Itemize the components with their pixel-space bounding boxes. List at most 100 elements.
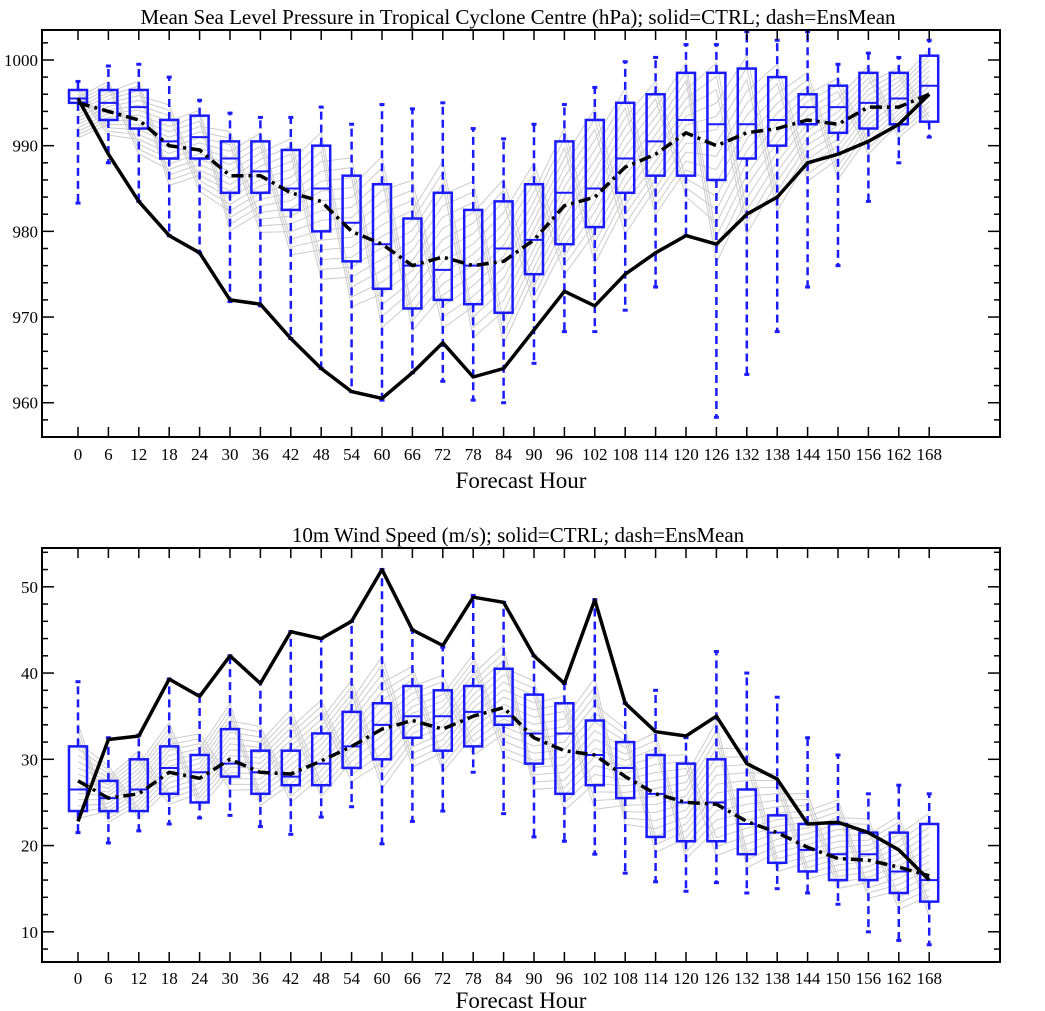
- box-iqr: [402, 684, 423, 739]
- box-iqr: [280, 749, 302, 787]
- x-tick-label: 84: [495, 969, 513, 988]
- x-tick-label: 66: [404, 445, 421, 464]
- x-tick-label: 84: [495, 445, 513, 464]
- x-tick-label: 162: [886, 969, 912, 988]
- x-tick-label: 108: [612, 445, 638, 464]
- x-tick-label: 48: [313, 445, 330, 464]
- box-iqr: [706, 758, 727, 843]
- y-tick-label: 50: [21, 578, 38, 597]
- x-tick-label: 150: [825, 445, 851, 464]
- chart-title: 10m Wind Speed (m/s); solid=CTRL; dash=E…: [292, 523, 745, 547]
- x-tick-label: 114: [643, 969, 668, 988]
- x-tick-label: 120: [673, 969, 699, 988]
- box-iqr: [189, 753, 210, 804]
- x-tick-label: 6: [104, 445, 113, 464]
- pressure-panel: Mean Sea Level Pressure in Tropical Cycl…: [4, 5, 1001, 493]
- x-tick-label: 12: [130, 445, 147, 464]
- x-tick-label: 96: [556, 969, 573, 988]
- x-tick-label: 0: [74, 445, 83, 464]
- box-iqr: [766, 814, 788, 865]
- plot-frame: [41, 547, 1001, 963]
- x-tick-label: 168: [916, 445, 942, 464]
- ctrl-line: [76, 567, 931, 882]
- x-tick-label: 108: [612, 969, 638, 988]
- y-tick-label: 1000: [4, 51, 38, 70]
- box-iqr: [128, 88, 150, 130]
- box-iqr: [371, 182, 393, 291]
- box-iqr: [766, 75, 788, 147]
- box-iqr: [584, 118, 606, 229]
- x-tick-label: 42: [282, 445, 299, 464]
- x-tick-label: 24: [191, 445, 209, 464]
- box-iqr: [371, 702, 393, 761]
- x-tick-label: 132: [734, 969, 760, 988]
- box-iqr: [888, 831, 910, 895]
- box-iqr: [280, 148, 302, 212]
- x-tick-label: 18: [161, 445, 178, 464]
- y-tick-label: 20: [21, 837, 38, 856]
- x-axis-label: Forecast Hour: [456, 988, 587, 1011]
- box-iqr: [797, 93, 818, 126]
- box-iqr: [98, 88, 119, 122]
- y-tick-label: 30: [21, 750, 38, 769]
- box-iqr: [432, 191, 454, 302]
- x-tick-label: 60: [374, 969, 391, 988]
- y-tick-label: 10: [21, 923, 38, 942]
- x-tick-label: 138: [764, 969, 790, 988]
- box-iqr: [128, 758, 150, 813]
- box-iqr: [918, 54, 940, 123]
- y-tick-label: 40: [21, 664, 38, 683]
- x-tick-label: 78: [465, 969, 482, 988]
- box-iqr: [706, 71, 727, 182]
- ensemble-member-line: [77, 65, 930, 313]
- x-tick-label: 18: [161, 969, 178, 988]
- x-tick-label: 24: [191, 969, 209, 988]
- box-iqr: [310, 732, 332, 787]
- x-tick-label: 30: [222, 969, 239, 988]
- x-tick-label: 36: [252, 445, 269, 464]
- x-tick-label: 102: [582, 445, 608, 464]
- y-tick-label: 960: [13, 394, 39, 413]
- x-tick-label: 162: [886, 445, 912, 464]
- x-tick-label: 96: [556, 445, 573, 464]
- box-iqr: [645, 753, 666, 839]
- box-iqr: [462, 684, 484, 748]
- box-iqr: [736, 788, 758, 856]
- ensemble-member-line: [77, 77, 930, 306]
- box-iqr: [67, 745, 89, 813]
- x-tick-label: 132: [734, 445, 760, 464]
- wind-panel: 10m Wind Speed (m/s); solid=CTRL; dash=E…: [21, 523, 1001, 1011]
- box-iqr: [675, 71, 697, 177]
- x-tick-label: 156: [856, 445, 882, 464]
- x-tick-label: 156: [856, 969, 882, 988]
- x-tick-label: 138: [764, 445, 790, 464]
- box-iqr: [614, 740, 636, 800]
- x-tick-label: 42: [282, 969, 299, 988]
- x-tick-label: 66: [404, 969, 421, 988]
- x-tick-label: 54: [343, 445, 361, 464]
- box-iqr: [250, 140, 271, 195]
- x-tick-label: 150: [825, 969, 851, 988]
- x-tick-label: 90: [526, 969, 543, 988]
- box-iqr: [341, 174, 362, 263]
- x-axis-label: Forecast Hour: [456, 468, 587, 493]
- box-iqr: [462, 208, 484, 306]
- plot-frame: [41, 29, 1001, 438]
- y-tick-label: 990: [13, 137, 39, 156]
- x-tick-label: 78: [465, 445, 482, 464]
- x-tick-label: 60: [374, 445, 391, 464]
- x-tick-label: 72: [434, 969, 451, 988]
- x-tick-label: 30: [222, 445, 239, 464]
- box-iqr: [493, 667, 514, 727]
- y-tick-label: 970: [13, 308, 39, 327]
- box-iqr: [827, 84, 849, 135]
- box-iqr: [158, 118, 180, 160]
- x-tick-label: 90: [526, 445, 543, 464]
- x-tick-label: 126: [704, 445, 730, 464]
- x-tick-label: 126: [704, 969, 730, 988]
- x-tick-label: 144: [795, 969, 821, 988]
- box-iqr: [614, 101, 636, 195]
- x-tick-label: 72: [434, 445, 451, 464]
